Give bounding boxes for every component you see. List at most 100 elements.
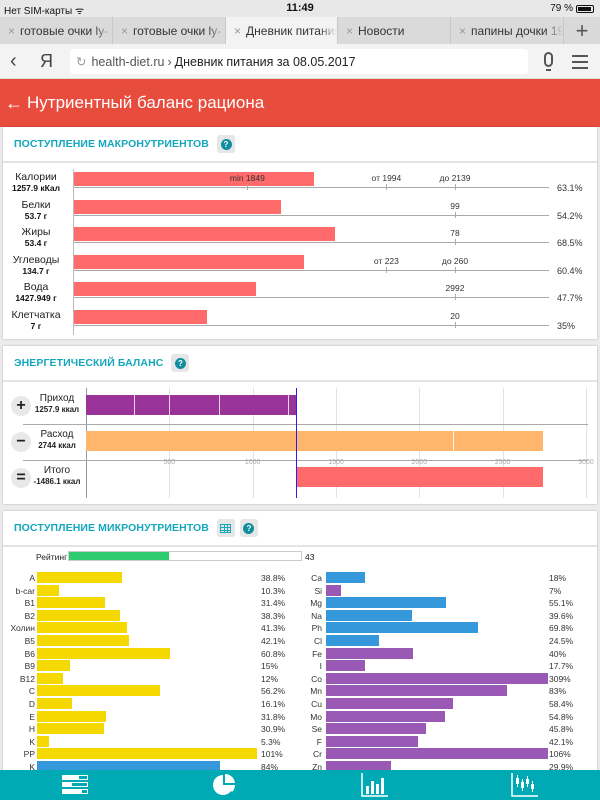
micro-row: Na 39.6% — [3, 609, 573, 623]
micro-help-button[interactable]: ? — [239, 519, 258, 537]
micro-bar — [326, 597, 447, 609]
battery-status: 79 % — [550, 3, 594, 14]
micro-row: Co 309% — [3, 672, 571, 686]
pie-chart-icon — [213, 774, 235, 795]
micro-percent: 101% — [261, 749, 283, 760]
battery-icon — [576, 4, 594, 13]
tab-close-icon[interactable]: × — [8, 23, 16, 38]
micro-bar — [326, 647, 414, 659]
micro-row: F 42.1% — [3, 735, 573, 749]
micro-percent: 38.8% — [261, 573, 286, 583]
micro-percent: 41.3% — [261, 623, 286, 634]
micro-name: B5 — [24, 636, 35, 646]
reload-icon[interactable]: ↻ — [76, 55, 87, 69]
nav-pie-chart[interactable] — [150, 770, 300, 800]
tab-close-icon[interactable]: × — [121, 23, 129, 38]
micro-table-button[interactable] — [216, 519, 235, 537]
macro-tick-label: от 1994 — [371, 173, 402, 183]
energy-row: − Расход 2744 ккал — [3, 424, 597, 460]
tab-close-icon[interactable]: × — [234, 23, 242, 38]
energy-bar-divider — [287, 395, 289, 415]
help-icon: ? — [174, 357, 186, 369]
yandex-logo-button[interactable]: Я — [40, 51, 53, 71]
micronutrients-title: ПОСТУПЛЕНИЕ МИКРОНУТРИЕНТОВ — [14, 522, 209, 534]
clock: 11:49 — [286, 2, 314, 14]
energy-help-button[interactable]: ? — [171, 354, 190, 372]
macro-name: Углеводы — [12, 253, 60, 266]
macro-tick — [455, 321, 456, 328]
micro-bar — [37, 635, 129, 646]
rating-fill — [69, 552, 169, 560]
macro-amount: 7 г — [30, 320, 42, 331]
nav-candlestick-chart[interactable] — [450, 770, 600, 800]
energy-amount: 2744 ккал — [38, 441, 76, 450]
macro-tick-label: от 223 — [373, 255, 399, 266]
tab-close-icon[interactable]: × — [459, 23, 467, 38]
energy-label: Итого -1486.1 ккал — [27, 465, 87, 487]
url-input[interactable]: ↻ health-diet.ru › Дневник питания за 08… — [70, 49, 528, 74]
tab-3[interactable]: × Дневник питания — [226, 17, 338, 44]
macro-percent: 47.7% — [557, 293, 583, 303]
macro-row: Углеводы 134.7 г от 223 до 260 60.4% — [3, 252, 597, 280]
energy-bar — [86, 395, 296, 415]
micro-percent: 42.1% — [261, 636, 286, 646]
microphone-icon[interactable] — [544, 52, 553, 67]
tab-1[interactable]: × готовые очки ly- — [0, 17, 113, 44]
macro-label: Белки 53.7 г — [3, 199, 69, 222]
equals-icon: = — [11, 468, 31, 488]
micro-row: Холин 41.3% — [3, 622, 300, 635]
energy-bar-divider — [169, 395, 171, 415]
bottom-navigation — [0, 770, 600, 800]
macro-bar — [74, 227, 335, 241]
tab-label: папины дочки 19 — [471, 23, 564, 38]
micro-bar — [37, 748, 258, 760]
help-icon: ? — [220, 138, 232, 150]
micronutrients-header: ПОСТУПЛЕНИЕ МИКРОНУТРИЕНТОВ ? — [3, 511, 597, 547]
micro-name: PP — [23, 749, 35, 760]
microphone-stand — [546, 66, 551, 71]
micro-row: B2 38.3% — [3, 609, 300, 623]
carrier-text: Нет SIM-карты — [4, 6, 73, 17]
tab-4[interactable]: × Новости — [338, 17, 451, 44]
new-tab-button[interactable]: + — [575, 17, 589, 43]
micro-bar — [326, 660, 365, 672]
menu-icon[interactable] — [572, 55, 588, 73]
tab-2[interactable]: × готовые очки ly- — [113, 17, 226, 44]
micro-row: H 30.9% — [3, 723, 300, 736]
micro-percent: 18% — [549, 573, 567, 583]
back-arrow-icon[interactable]: ← — [5, 92, 23, 113]
nav-bar-chart[interactable] — [300, 770, 450, 800]
energy-tick-label: 500 — [163, 459, 176, 466]
macro-help-button[interactable]: ? — [217, 135, 235, 153]
macro-axis — [73, 169, 74, 335]
table-icon — [220, 523, 232, 533]
micro-bar — [37, 622, 128, 634]
macro-tick-label: до 2139 — [439, 173, 471, 183]
battery-fill — [578, 6, 591, 11]
energy-gridline — [586, 388, 587, 498]
micro-row: Mg 55.1% — [3, 597, 573, 610]
micro-name: Mo — [310, 711, 322, 722]
nav-nutrient-bars[interactable] — [0, 770, 150, 800]
energy-label: Расход 2744 ккал — [27, 429, 87, 451]
micronutrients-card: ПОСТУПЛЕНИЕ МИКРОНУТРИЕНТОВ ? Рейтинг 43… — [3, 511, 597, 800]
macro-label: Углеводы 134.7 г — [3, 253, 69, 277]
micro-name: Na — [311, 610, 322, 621]
micro-percent: 7% — [549, 585, 562, 596]
micro-row: Zn 29.9% — [3, 761, 573, 774]
carrier-label: Нет SIM-карты ᯤ — [4, 3, 84, 17]
micro-bar — [326, 622, 479, 634]
tab-fade — [545, 17, 563, 44]
micro-name: B9 — [24, 661, 35, 672]
micro-bar — [37, 761, 221, 772]
energy-title: ЭНЕРГЕТИЧЕСКИЙ БАЛАНС — [14, 357, 164, 369]
back-button[interactable]: ‹ — [10, 50, 17, 72]
micro-bar — [37, 735, 49, 747]
tab-close-icon[interactable]: × — [346, 23, 354, 38]
tab-5[interactable]: × папины дочки 19 — [451, 17, 564, 44]
energy-bar-divider — [452, 431, 454, 451]
energy-name: Итого — [43, 465, 71, 476]
micro-name: Cr — [313, 749, 322, 760]
micro-row: K 84% — [3, 761, 300, 774]
macro-name: Вода — [23, 281, 49, 293]
